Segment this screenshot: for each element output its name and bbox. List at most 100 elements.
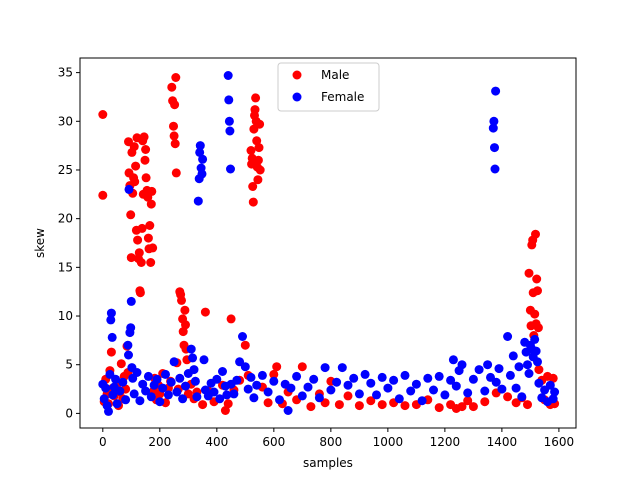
plot-area xyxy=(80,58,576,428)
point-female-112 xyxy=(429,385,438,395)
legend-label-male: Male xyxy=(321,68,349,82)
point-female-82 xyxy=(263,387,273,397)
point-female-40 xyxy=(175,373,185,383)
point-female-87 xyxy=(286,383,296,393)
point-female-62 xyxy=(215,394,225,404)
x-tick-label-1200: 1200 xyxy=(430,435,461,449)
point-male-106 xyxy=(250,105,260,115)
point-female-51 xyxy=(195,147,205,157)
point-male-112 xyxy=(253,155,263,165)
point-female-114 xyxy=(440,390,450,400)
point-male-102 xyxy=(248,182,258,191)
point-female-1 xyxy=(99,394,109,404)
point-female-68 xyxy=(224,116,234,126)
point-male-65 xyxy=(169,121,178,131)
point-female-91 xyxy=(309,374,319,384)
point-male-114 xyxy=(255,119,265,129)
point-female-119 xyxy=(457,360,467,370)
y-tick-label-25: 25 xyxy=(58,163,73,177)
point-female-105 xyxy=(389,375,399,385)
point-female-104 xyxy=(383,383,393,393)
point-female-117 xyxy=(451,381,461,391)
point-female-147 xyxy=(530,334,540,344)
point-female-132 xyxy=(494,364,504,374)
point-female-20 xyxy=(126,323,136,333)
x-tick-label-1000: 1000 xyxy=(373,435,404,449)
point-male-157 xyxy=(531,229,540,239)
point-female-77 xyxy=(243,384,253,394)
point-male-70 xyxy=(171,168,181,178)
point-female-88 xyxy=(292,371,302,381)
point-female-110 xyxy=(417,396,427,406)
point-male-137 xyxy=(434,403,444,413)
point-female-128 xyxy=(490,143,499,153)
point-male-51 xyxy=(146,199,156,209)
point-female-42 xyxy=(181,381,190,391)
point-male-68 xyxy=(170,139,180,149)
point-male-63 xyxy=(167,82,177,92)
point-male-22 xyxy=(126,210,136,220)
point-male-124 xyxy=(306,402,316,412)
point-female-96 xyxy=(337,363,347,373)
point-male-129 xyxy=(343,391,353,401)
point-female-32 xyxy=(152,374,162,384)
point-male-69 xyxy=(171,73,181,82)
point-male-140 xyxy=(457,402,467,412)
point-male-29 xyxy=(131,161,141,171)
point-male-159 xyxy=(532,274,542,284)
point-female-156 xyxy=(550,387,560,397)
point-female-131 xyxy=(491,377,501,387)
point-female-138 xyxy=(514,362,524,372)
point-female-67 xyxy=(224,95,234,105)
point-female-63 xyxy=(218,367,227,376)
point-female-142 xyxy=(523,360,532,370)
point-female-41 xyxy=(178,394,188,404)
point-female-2 xyxy=(101,383,111,393)
point-female-75 xyxy=(238,332,247,341)
point-female-73 xyxy=(232,375,242,385)
x-tick-label-1400: 1400 xyxy=(487,435,518,449)
point-male-99 xyxy=(246,146,256,155)
point-male-44 xyxy=(141,173,151,183)
point-female-47 xyxy=(190,376,200,386)
point-male-161 xyxy=(533,323,543,333)
point-female-135 xyxy=(505,370,515,380)
point-female-155 xyxy=(548,394,558,404)
point-male-52 xyxy=(147,186,157,196)
point-female-127 xyxy=(489,116,499,126)
point-female-21 xyxy=(126,296,136,306)
point-female-137 xyxy=(511,383,521,393)
x-tick-label-400: 400 xyxy=(205,435,228,449)
point-female-134 xyxy=(503,332,513,341)
point-male-94 xyxy=(226,314,236,324)
point-female-121 xyxy=(468,374,478,384)
point-male-119 xyxy=(272,362,282,372)
point-female-39 xyxy=(172,387,182,397)
point-female-149 xyxy=(533,357,542,367)
point-female-52 xyxy=(195,141,205,151)
point-female-37 xyxy=(166,377,176,387)
point-female-93 xyxy=(320,363,330,373)
point-male-38 xyxy=(137,223,147,233)
point-female-133 xyxy=(497,384,507,394)
point-male-128 xyxy=(334,400,344,410)
point-female-130 xyxy=(491,86,501,96)
point-female-30 xyxy=(146,392,156,402)
point-female-46 xyxy=(189,365,199,375)
point-female-17 xyxy=(124,350,133,360)
point-female-70 xyxy=(226,164,235,174)
y-tick-label-20: 20 xyxy=(58,212,73,226)
x-tick-label-200: 200 xyxy=(148,435,171,449)
point-female-33 xyxy=(155,397,165,407)
point-male-162 xyxy=(534,365,544,375)
point-male-13 xyxy=(116,359,126,369)
point-female-154 xyxy=(545,380,555,390)
point-male-117 xyxy=(263,398,273,408)
point-male-1 xyxy=(98,190,108,200)
point-female-56 xyxy=(199,355,209,365)
point-female-100 xyxy=(360,369,370,379)
point-male-134 xyxy=(400,401,410,411)
point-female-108 xyxy=(406,386,416,396)
point-female-28 xyxy=(141,386,151,396)
